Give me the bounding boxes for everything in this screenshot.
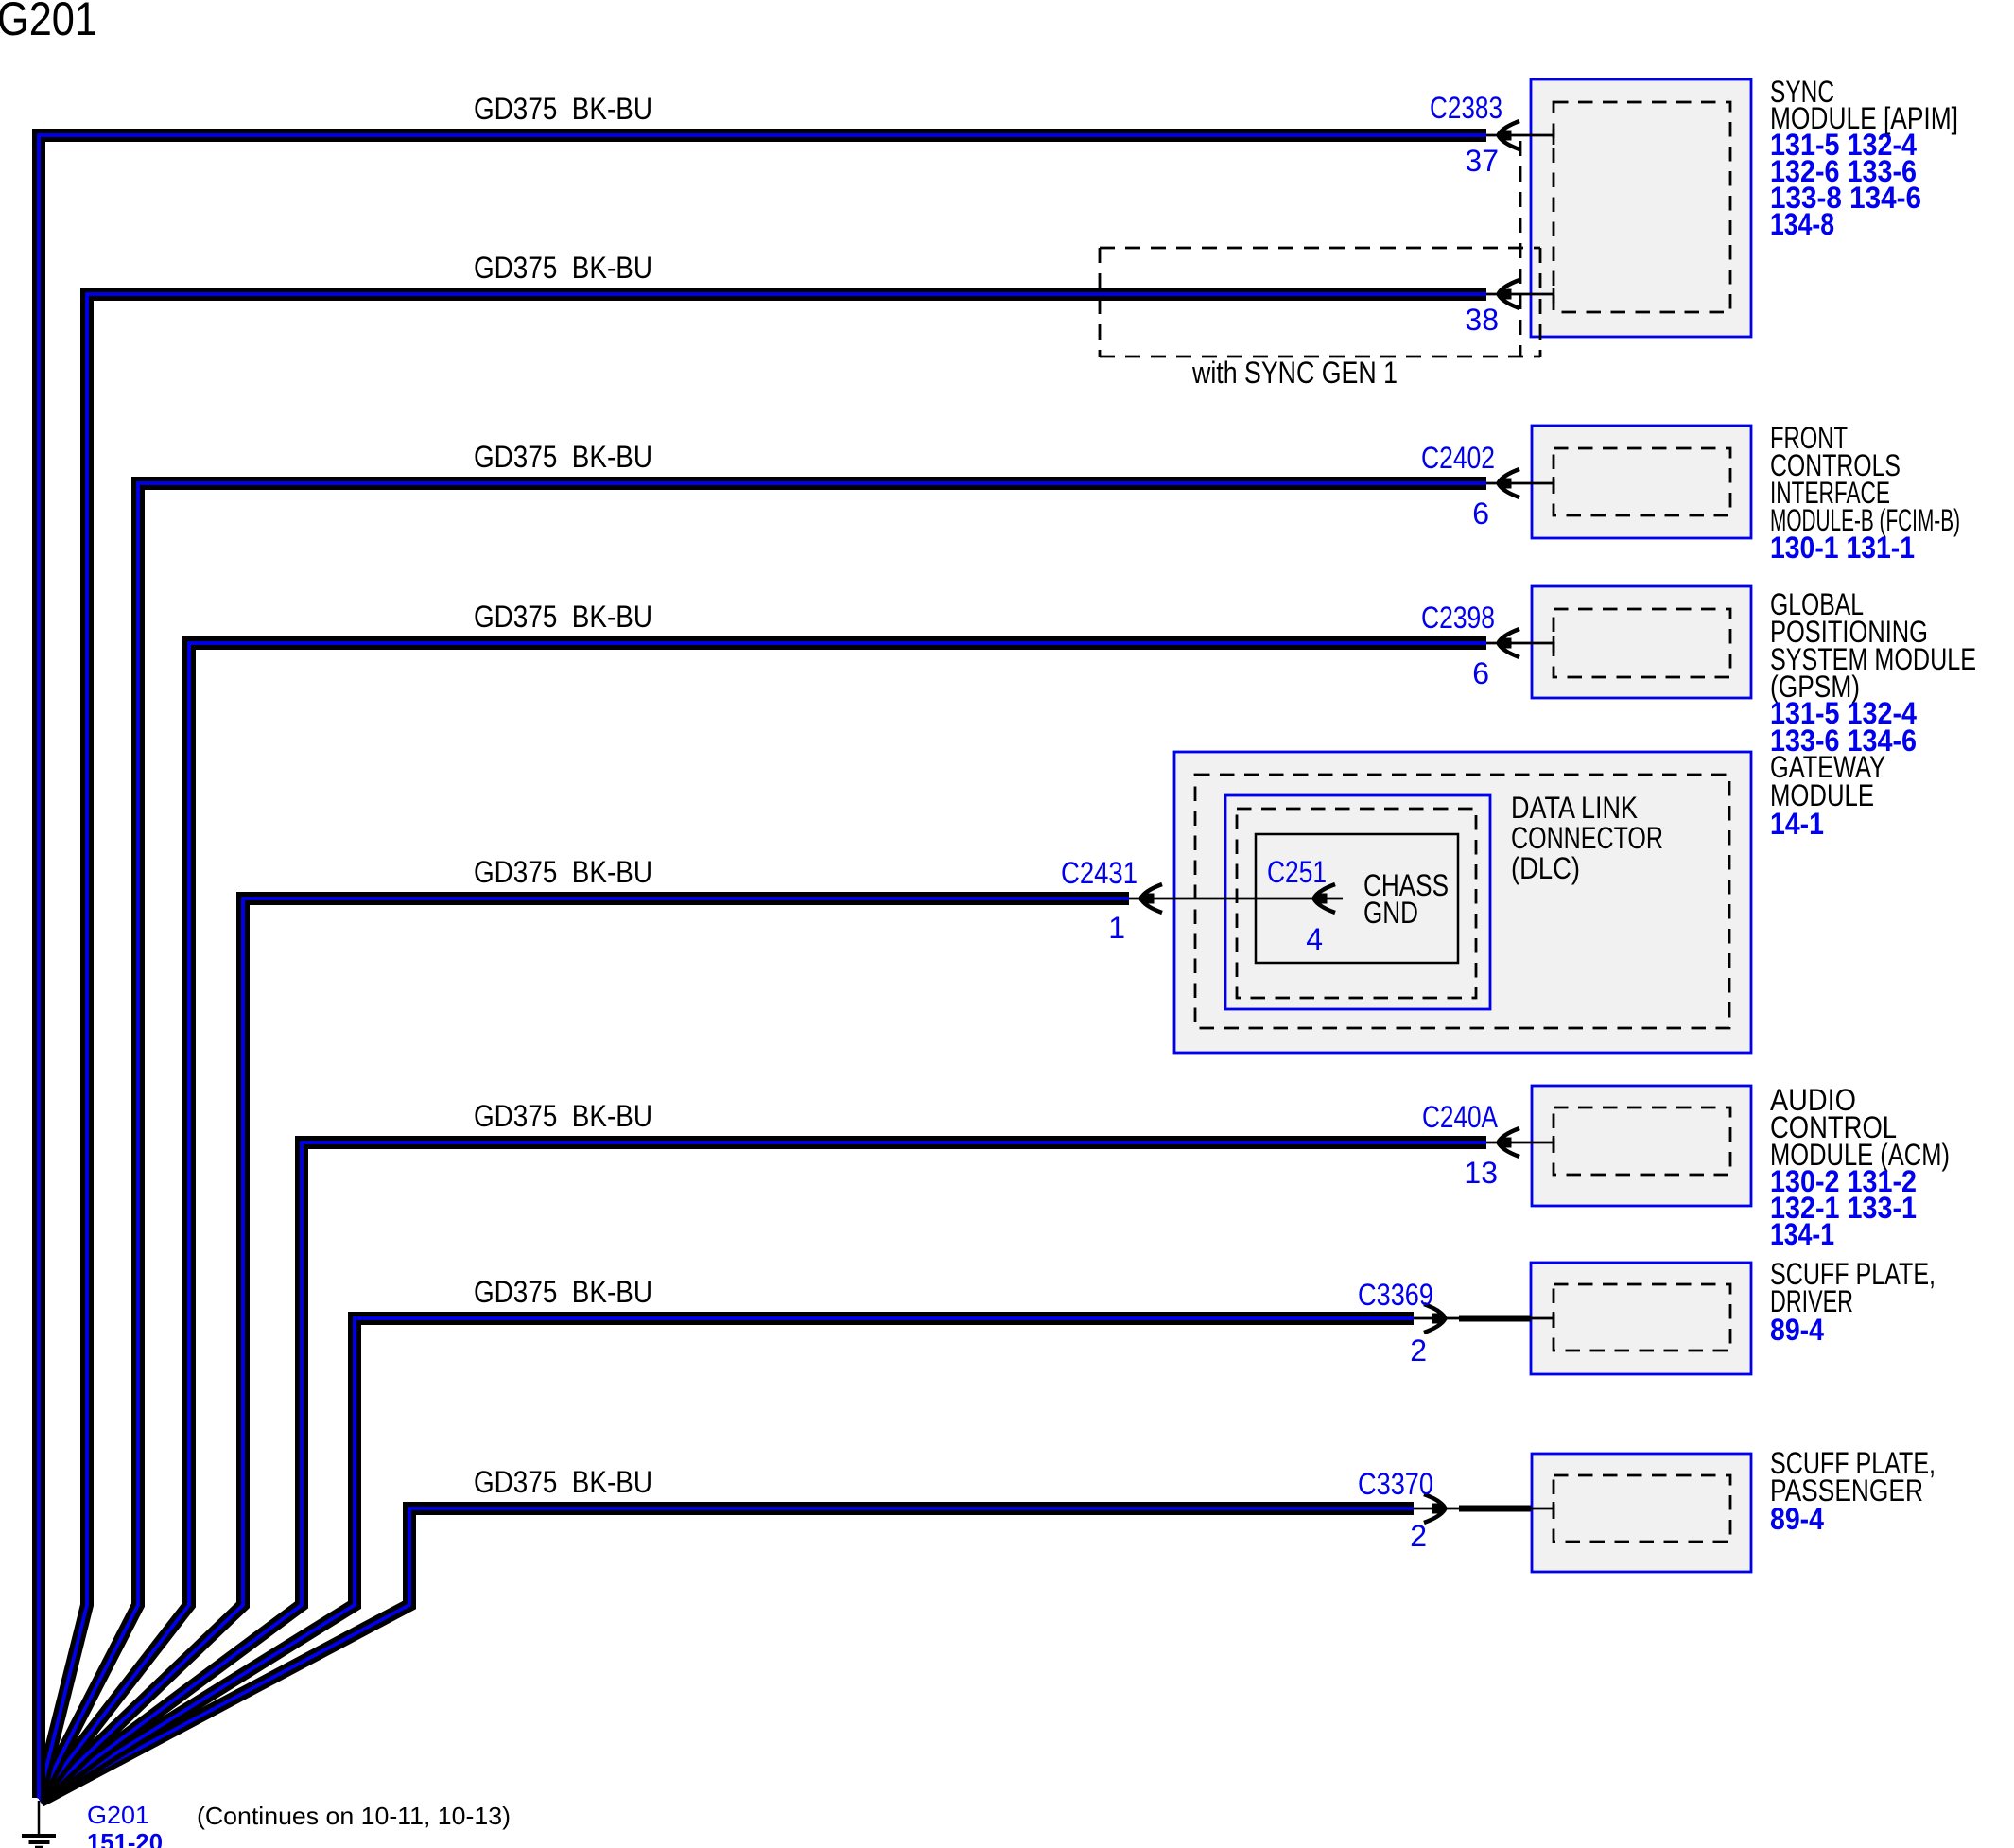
- svg-text:132-6 133-6: 132-6 133-6: [1770, 154, 1917, 188]
- svg-text:CHASS: CHASS: [1363, 868, 1449, 902]
- svg-text:MODULE [APIM]: MODULE [APIM]: [1770, 101, 1958, 135]
- svg-text:AUDIO: AUDIO: [1770, 1083, 1856, 1117]
- svg-text:SYSTEM MODULE: SYSTEM MODULE: [1770, 642, 1976, 676]
- svg-text:SCUFF PLATE,: SCUFF PLATE,: [1770, 1257, 1936, 1291]
- svg-text:151-20: 151-20: [87, 1828, 163, 1848]
- svg-text:130-2 131-2: 130-2 131-2: [1770, 1164, 1917, 1198]
- svg-text:C2383: C2383: [1430, 91, 1502, 125]
- svg-text:6: 6: [1472, 656, 1489, 690]
- svg-text:C2431: C2431: [1061, 856, 1137, 890]
- svg-text:GLOBAL: GLOBAL: [1770, 587, 1864, 621]
- svg-text:SYNC: SYNC: [1770, 75, 1834, 109]
- svg-text:GD375 BK-BU: GD375 BK-BU: [474, 1275, 652, 1309]
- svg-text:(GPSM): (GPSM): [1770, 670, 1860, 704]
- svg-text:GD375 BK-BU: GD375 BK-BU: [474, 1465, 652, 1499]
- svg-text:GD375 BK-BU: GD375 BK-BU: [474, 440, 652, 474]
- svg-text:PASSENGER: PASSENGER: [1770, 1473, 1923, 1508]
- svg-text:14-1: 14-1: [1770, 807, 1824, 841]
- svg-text:13: 13: [1464, 1156, 1498, 1190]
- svg-text:C2398: C2398: [1421, 601, 1495, 635]
- svg-text:SCUFF PLATE,: SCUFF PLATE,: [1770, 1446, 1936, 1480]
- svg-text:FRONT: FRONT: [1770, 421, 1848, 455]
- svg-text:2: 2: [1410, 1334, 1427, 1368]
- svg-text:2: 2: [1410, 1519, 1427, 1553]
- svg-text:C3370: C3370: [1358, 1467, 1433, 1501]
- svg-text:6: 6: [1472, 497, 1489, 531]
- svg-text:38: 38: [1465, 303, 1499, 337]
- svg-text:MODULE: MODULE: [1770, 778, 1874, 812]
- svg-text:GD375 BK-BU: GD375 BK-BU: [474, 1099, 652, 1133]
- svg-text:CONNECTOR: CONNECTOR: [1511, 821, 1663, 855]
- svg-text:89-4: 89-4: [1770, 1313, 1824, 1347]
- svg-text:132-1 133-1: 132-1 133-1: [1770, 1191, 1917, 1225]
- svg-text:G201: G201: [0, 0, 97, 45]
- svg-text:G201: G201: [87, 1801, 149, 1829]
- svg-text:GD375 BK-BU: GD375 BK-BU: [474, 855, 652, 889]
- svg-text:C3369: C3369: [1358, 1278, 1433, 1312]
- svg-text:(DLC): (DLC): [1511, 851, 1580, 885]
- svg-text:GD375 BK-BU: GD375 BK-BU: [474, 600, 652, 634]
- svg-text:CONTROL: CONTROL: [1770, 1110, 1897, 1144]
- svg-text:1: 1: [1108, 911, 1125, 945]
- svg-text:MODULE (ACM): MODULE (ACM): [1770, 1138, 1950, 1172]
- svg-text:134-8: 134-8: [1770, 207, 1834, 241]
- svg-text:133-8 134-6: 133-8 134-6: [1770, 181, 1921, 215]
- svg-text:C251: C251: [1267, 855, 1327, 889]
- svg-text:133-6 134-6: 133-6 134-6: [1770, 724, 1917, 758]
- svg-text:DRIVER: DRIVER: [1770, 1284, 1853, 1318]
- svg-text:131-5 132-4: 131-5 132-4: [1770, 128, 1917, 162]
- svg-text:GD375 BK-BU: GD375 BK-BU: [474, 92, 652, 126]
- svg-text:GND: GND: [1363, 896, 1418, 930]
- svg-text:DATA LINK: DATA LINK: [1511, 791, 1638, 825]
- svg-text:POSITIONING: POSITIONING: [1770, 615, 1928, 649]
- svg-text:134-1: 134-1: [1770, 1217, 1834, 1251]
- svg-text:C240A: C240A: [1422, 1100, 1499, 1134]
- svg-text:4: 4: [1306, 922, 1323, 956]
- svg-text:89-4: 89-4: [1770, 1502, 1824, 1536]
- svg-text:131-5 132-4: 131-5 132-4: [1770, 696, 1917, 730]
- svg-text:C2402: C2402: [1421, 441, 1495, 475]
- svg-text:GATEWAY: GATEWAY: [1770, 750, 1885, 784]
- svg-text:(Continues on 10-11, 10-13): (Continues on 10-11, 10-13): [197, 1802, 511, 1830]
- svg-text:37: 37: [1465, 144, 1499, 178]
- svg-text:CONTROLS: CONTROLS: [1770, 448, 1901, 482]
- svg-text:MODULE-B (FCIM-B): MODULE-B (FCIM-B): [1770, 503, 1960, 537]
- svg-text:GD375 BK-BU: GD375 BK-BU: [474, 251, 652, 285]
- svg-text:with SYNC GEN 1: with SYNC GEN 1: [1191, 356, 1398, 390]
- svg-text:130-1 131-1: 130-1 131-1: [1770, 531, 1915, 565]
- svg-text:INTERFACE: INTERFACE: [1770, 476, 1890, 510]
